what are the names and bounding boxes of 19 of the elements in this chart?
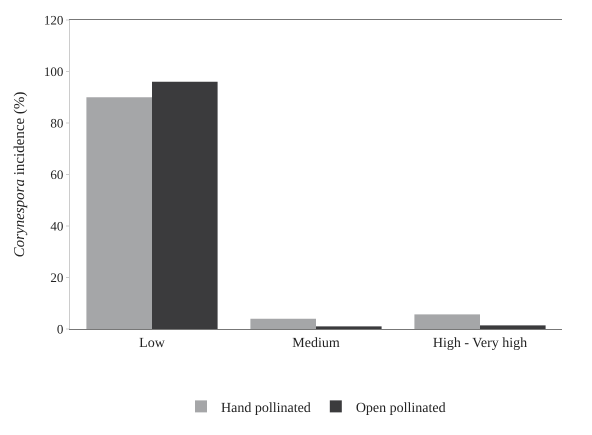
y-tick-label: 60 — [50, 167, 64, 182]
bar — [152, 82, 218, 329]
y-axis-title: Corynespora incidence (%) — [12, 92, 28, 258]
bar — [250, 318, 316, 329]
bar — [414, 314, 480, 329]
x-tick-label: Medium — [292, 336, 340, 351]
bar — [86, 97, 152, 329]
y-tick-label: 20 — [50, 270, 64, 286]
legend-label: Hand pollinated — [221, 400, 311, 416]
x-tick-label: High - Very high — [432, 336, 528, 351]
y-tick-label: 0 — [56, 322, 64, 337]
legend-label: Open pollinated — [356, 400, 446, 416]
bar — [316, 326, 382, 329]
y-tick-label: 100 — [44, 64, 64, 80]
x-tick-label: Low — [139, 336, 166, 351]
y-tick-label: 40 — [50, 218, 64, 234]
y-tick-label: 80 — [50, 116, 64, 131]
y-tick-label: 120 — [44, 12, 64, 28]
bar — [480, 325, 546, 329]
